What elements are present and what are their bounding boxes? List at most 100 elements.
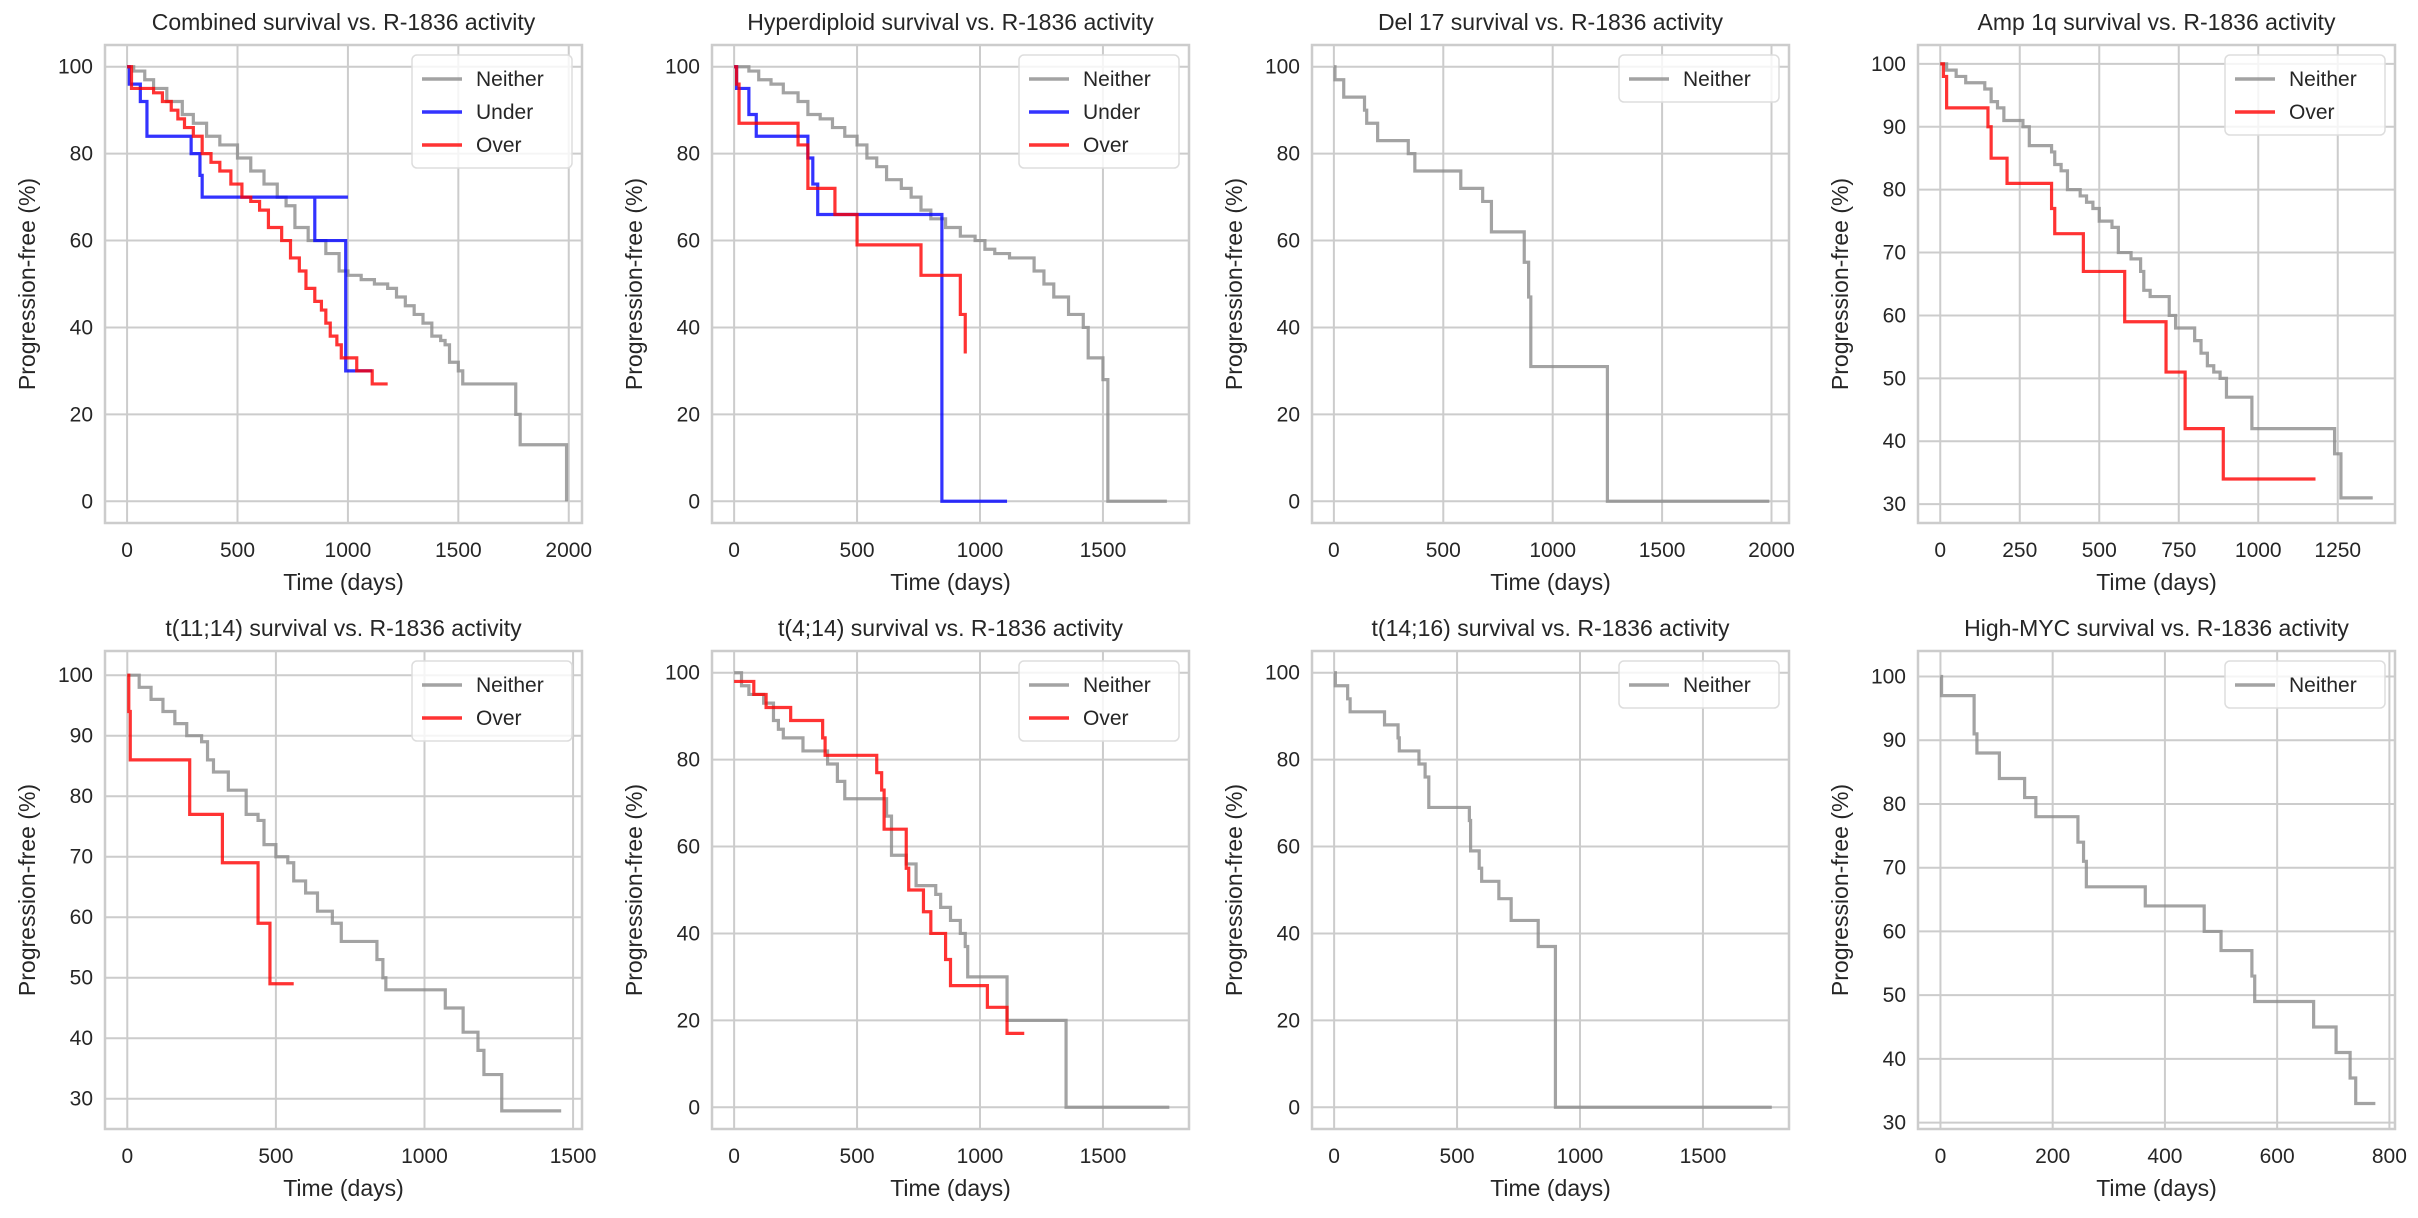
km-curve-over — [734, 65, 967, 354]
axes-frame — [103, 43, 584, 525]
chart-title: Del 17 survival vs. R-1836 activity — [1378, 9, 1724, 35]
x-axis-label: Time (days) — [890, 1175, 1011, 1201]
y-tick-label: 80 — [1883, 793, 1906, 816]
y-tick-label: 70 — [1883, 242, 1906, 265]
legend-label: Neither — [476, 674, 544, 697]
x-tick-label: 0 — [728, 539, 740, 562]
x-tick-label: 1500 — [1680, 1145, 1727, 1168]
chart-panel-8: 0 200 400 600 800 30 40 50 60 70 80 90 100 High-MYC s… — [1827, 615, 2407, 1201]
y-tick-label: 40 — [677, 316, 700, 339]
y-tick-label: 20 — [70, 403, 93, 426]
y-tick-label: 0 — [1288, 490, 1300, 513]
y-tick-label: 60 — [70, 230, 93, 253]
chart-panel-2: 0 500 1000 1500 0 20 40 60 80 100 Hyperdiploid sur… — [621, 9, 1191, 595]
y-tick-label: 0 — [688, 1096, 700, 1119]
axes-frame — [1916, 649, 2397, 1131]
y-tick-label: 80 — [677, 143, 700, 166]
x-tick-label: 800 — [2372, 1145, 2407, 1168]
axes-frame — [710, 43, 1191, 525]
y-axis-label: Progression-free (%) — [14, 178, 40, 390]
km-curve-neither — [734, 671, 1170, 1109]
x-tick-label: 1000 — [1557, 1145, 1604, 1168]
x-tick-label: 1000 — [401, 1145, 448, 1168]
x-tick-label: 400 — [2147, 1145, 2182, 1168]
legend-label: Neither — [1683, 674, 1751, 697]
y-tick-label: 50 — [1883, 984, 1906, 1007]
x-tick-label: 500 — [1426, 539, 1461, 562]
x-axis-label: Time (days) — [1490, 569, 1611, 595]
x-tick-label: 0 — [1935, 1145, 1947, 1168]
legend-label: Over — [2289, 101, 2335, 124]
legend-frame — [2224, 660, 2386, 709]
chart-title: Hyperdiploid survival vs. R-1836 activit… — [747, 9, 1154, 35]
legend-label: Over — [1083, 707, 1129, 730]
y-tick-label: 60 — [1883, 920, 1906, 943]
x-tick-label: 500 — [2082, 539, 2117, 562]
axes-frame — [1310, 649, 1791, 1131]
legend: Neither Over — [411, 660, 573, 742]
x-tick-label: 500 — [258, 1145, 293, 1168]
y-tick-label: 100 — [58, 56, 93, 79]
y-tick-label: 90 — [1883, 729, 1906, 752]
chart-title: High-MYC survival vs. R-1836 activity — [1964, 615, 2349, 641]
y-tick-label: 40 — [1277, 316, 1300, 339]
y-tick-label: 90 — [70, 725, 93, 748]
legend-label: Neither — [476, 68, 544, 91]
x-axis-label: Time (days) — [1490, 1175, 1611, 1201]
x-tick-label: 1000 — [2235, 539, 2282, 562]
y-axis-label: Progression-free (%) — [14, 784, 40, 996]
legend-label: Over — [476, 707, 522, 730]
chart-title: Combined survival vs. R-1836 activity — [152, 9, 536, 35]
x-tick-label: 1250 — [2314, 539, 2361, 562]
y-tick-label: 30 — [1883, 1112, 1906, 1135]
legend-frame — [1018, 660, 1180, 742]
chart-title: t(14;16) survival vs. R-1836 activity — [1372, 615, 1730, 641]
x-axis-label: Time (days) — [2096, 569, 2217, 595]
y-tick-label: 20 — [677, 1009, 700, 1032]
axes-frame — [1916, 43, 2397, 525]
y-tick-label: 30 — [70, 1088, 93, 1111]
legend-label: Neither — [2289, 674, 2357, 697]
chart-panel-6: 0 500 1000 1500 0 20 40 60 80 100 t(4;14) survival… — [621, 615, 1191, 1201]
y-tick-label: 30 — [1883, 493, 1906, 516]
x-tick-label: 0 — [728, 1145, 740, 1168]
y-tick-label: 80 — [1883, 179, 1906, 202]
km-curve-over — [127, 65, 388, 386]
x-tick-label: 1000 — [1529, 539, 1576, 562]
legend-label: Neither — [1083, 68, 1151, 91]
x-axis-label: Time (days) — [283, 569, 404, 595]
y-tick-label: 100 — [665, 56, 700, 79]
y-tick-label: 70 — [1883, 857, 1906, 880]
chart-panel-4: 0 250 500 750 1000 1250 30 40 50 60 70 80 90 100 Amp 1… — [1827, 9, 2397, 595]
y-tick-label: 100 — [665, 662, 700, 685]
x-tick-label: 1000 — [957, 539, 1004, 562]
legend-label: Under — [1083, 101, 1140, 124]
y-tick-label: 80 — [1277, 143, 1300, 166]
legend: Neither Over — [1018, 660, 1180, 742]
y-tick-label: 60 — [1883, 304, 1906, 327]
chart-title: t(11;14) survival vs. R-1836 activity — [165, 615, 522, 641]
x-tick-label: 1500 — [1080, 539, 1127, 562]
x-tick-label: 2000 — [545, 539, 592, 562]
x-tick-label: 500 — [220, 539, 255, 562]
y-tick-label: 80 — [677, 749, 700, 772]
x-tick-label: 0 — [1328, 1145, 1340, 1168]
km-curve-neither — [127, 65, 569, 502]
y-tick-label: 50 — [1883, 367, 1906, 390]
legend: Neither — [1618, 660, 1780, 709]
axes-frame — [1310, 43, 1791, 525]
legend: Neither — [2224, 660, 2386, 709]
legend-frame — [411, 54, 573, 169]
y-tick-label: 40 — [677, 922, 700, 945]
y-axis-label: Progression-free (%) — [621, 178, 647, 390]
chart-panel-7: 0 500 1000 1500 0 20 40 60 80 100 t(14;16) surviva… — [1221, 615, 1791, 1201]
legend: Neither Under Over — [411, 54, 573, 169]
km-curve-over — [127, 673, 294, 986]
axes-frame — [710, 649, 1191, 1131]
legend-label: Over — [1083, 134, 1129, 157]
legend-frame — [1018, 54, 1180, 169]
km-curve-neither — [1939, 674, 2376, 1106]
x-axis-label: Time (days) — [283, 1175, 404, 1201]
km-curve-neither — [734, 65, 1167, 503]
x-tick-label: 600 — [2260, 1145, 2295, 1168]
